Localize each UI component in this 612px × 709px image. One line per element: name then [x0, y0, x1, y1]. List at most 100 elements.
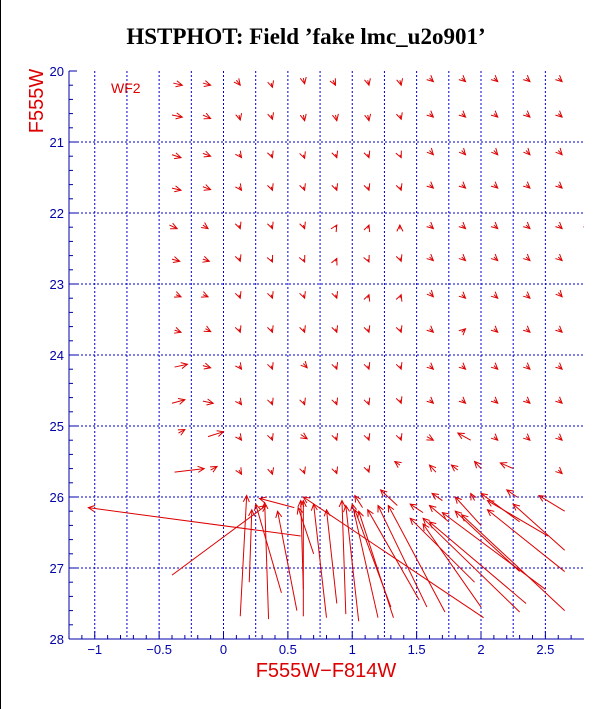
- shift-vector: [363, 433, 371, 442]
- shift-vector: [537, 494, 565, 512]
- vector-arrowhead: [234, 325, 242, 334]
- shift-vector: [330, 224, 338, 233]
- vector-arrowhead: [555, 221, 563, 230]
- vector-arrowhead: [458, 147, 467, 156]
- shift-vector: [299, 325, 306, 334]
- shift-vector: [458, 110, 467, 118]
- vector-arrowhead: [275, 510, 283, 519]
- shift-vector: [323, 508, 338, 604]
- vector-shaft: [173, 82, 183, 86]
- shift-vector: [299, 113, 307, 122]
- vector-arrowhead: [343, 504, 350, 513]
- shift-vector: [458, 147, 467, 156]
- shift-vector: [555, 253, 563, 262]
- shift-vector: [248, 508, 256, 583]
- vector-shaft: [380, 489, 398, 506]
- vector-arrowhead: [458, 110, 467, 118]
- shift-vector: [523, 74, 531, 83]
- vector-arrowhead: [512, 503, 521, 511]
- shift-vector: [169, 222, 179, 230]
- vector-shaft: [429, 464, 437, 473]
- vector-arrowhead: [523, 181, 531, 189]
- vector-arrowhead: [395, 254, 403, 263]
- shift-vector: [431, 492, 443, 501]
- shift-vector: [171, 397, 186, 405]
- shift-vector: [486, 509, 565, 572]
- chip-label: WF2: [111, 80, 141, 96]
- shift-vector: [395, 325, 403, 334]
- shift-vector: [555, 289, 563, 298]
- vector-arrowhead: [258, 496, 267, 504]
- y-tick-label: 20: [50, 64, 64, 79]
- shift-vector: [470, 492, 477, 501]
- vector-shaft: [207, 431, 224, 438]
- vector-shaft: [259, 497, 295, 509]
- shift-vector: [234, 325, 242, 334]
- shift-vector: [267, 80, 275, 89]
- vector-shaft: [351, 503, 379, 618]
- vector-arrowhead: [555, 110, 563, 118]
- vector-arrowhead: [298, 254, 306, 264]
- vector-arrowhead: [203, 184, 212, 191]
- vector-arrowhead: [393, 460, 402, 468]
- shift-vector: [275, 510, 298, 611]
- vector-arrowhead: [331, 466, 339, 475]
- shift-vector: [428, 504, 450, 523]
- vector-shaft: [377, 505, 428, 608]
- shift-vector: [523, 147, 531, 156]
- y-tick-label: 27: [50, 561, 64, 576]
- vector-arrowhead: [170, 222, 179, 230]
- x-tick-label: 1.5: [408, 642, 426, 657]
- vector-arrowhead: [523, 221, 531, 230]
- shift-vector: [363, 465, 371, 474]
- shift-vector: [499, 462, 514, 470]
- shift-vector: [523, 291, 531, 299]
- vector-shaft: [202, 400, 214, 404]
- shift-vector: [367, 508, 420, 601]
- shift-vector: [512, 503, 566, 551]
- vector-arrowhead: [470, 492, 477, 501]
- x-tick-label: 2.5: [536, 642, 554, 657]
- vector-shaft: [409, 517, 475, 583]
- vector-arrowhead: [426, 325, 435, 334]
- vector-arrowhead: [300, 360, 308, 369]
- vector-arrowhead: [87, 504, 96, 512]
- vector-shaft: [583, 223, 584, 225]
- vector-arrowhead: [299, 151, 306, 160]
- x-tick-label: −1: [87, 642, 102, 657]
- vector-arrowhead: [350, 502, 358, 512]
- shift-vector: [171, 256, 181, 264]
- x-axis-label: F555W−F814W: [256, 660, 397, 682]
- vector-arrowhead: [363, 362, 371, 371]
- shift-vector: [302, 496, 484, 619]
- vector-arrowhead: [460, 513, 469, 522]
- vector-arrowhead: [387, 504, 395, 513]
- shift-vector: [299, 151, 306, 160]
- vector-shaft: [431, 493, 443, 501]
- shift-vector: [331, 150, 339, 159]
- shift-vector: [173, 291, 183, 298]
- vector-arrowhead: [555, 74, 563, 83]
- shift-vector: [202, 256, 211, 263]
- vector-shaft: [454, 496, 482, 526]
- vector-arrowhead: [441, 511, 450, 520]
- shift-vector: [202, 112, 212, 120]
- vector-arrowhead: [242, 494, 250, 503]
- vector-shaft: [264, 502, 270, 620]
- vector-arrowhead: [490, 110, 499, 118]
- vector-arrowhead: [267, 433, 274, 442]
- shift-vector: [426, 396, 435, 405]
- shift-vector: [267, 291, 274, 300]
- shift-vector: [555, 325, 563, 334]
- shift-vector: [300, 432, 309, 440]
- vector-shaft: [171, 399, 186, 404]
- shift-vector: [357, 510, 394, 618]
- vector-arrowhead: [458, 396, 467, 405]
- shift-vector: [583, 223, 584, 228]
- vector-shaft: [454, 510, 520, 572]
- vector-arrowhead: [490, 362, 499, 370]
- vector-arrowhead: [555, 466, 563, 475]
- vector-arrowhead: [428, 521, 437, 529]
